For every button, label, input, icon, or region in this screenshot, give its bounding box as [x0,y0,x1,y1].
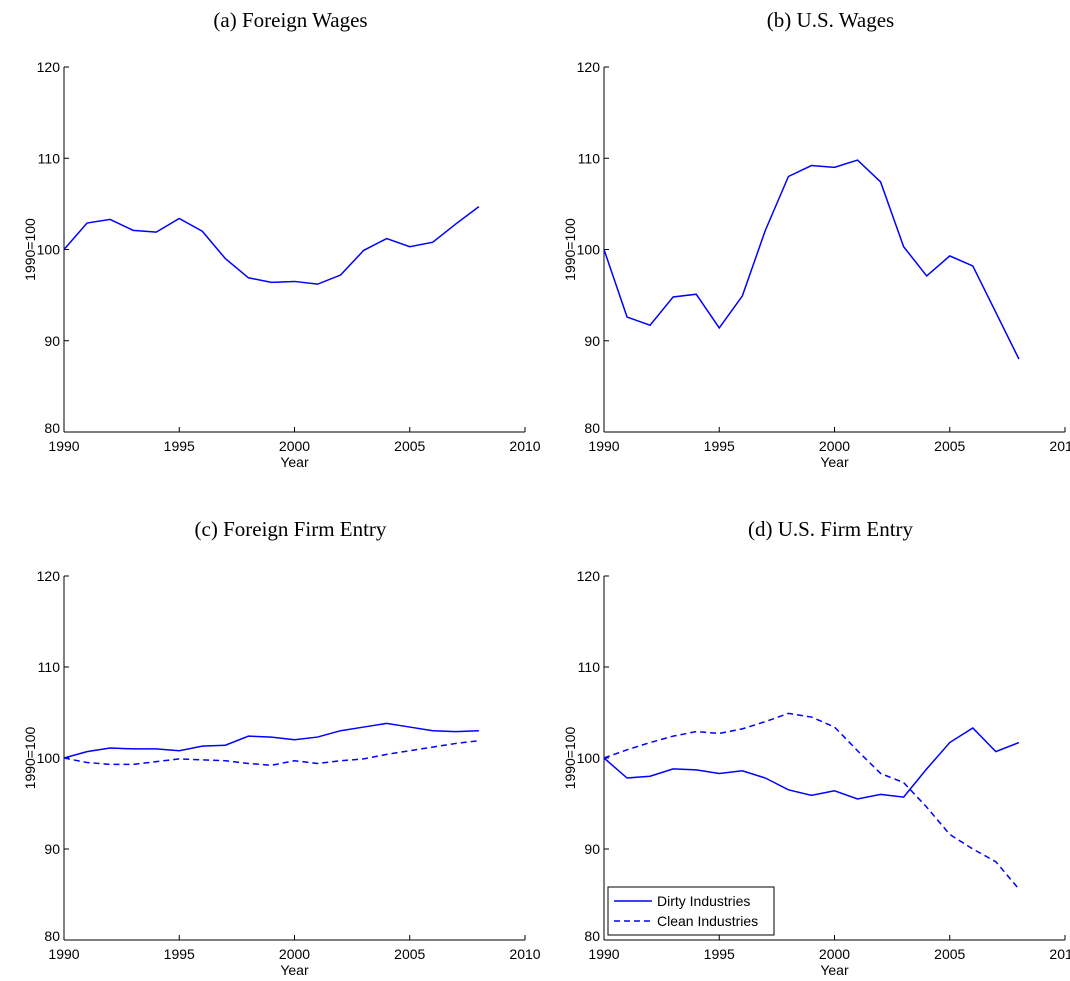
x-tick-label: 1990 [48,438,79,454]
x-tick-label: 2010 [1049,438,1070,454]
legend-box [607,886,775,936]
subplot: (a) Foreign Wages 80 90 100 110 120 1990 1995 20… [22,8,541,470]
y-tick-label: 100 [577,242,601,258]
y-tick-label: 120 [577,59,601,75]
x-tick-label: 1995 [164,946,195,962]
y-tick-label: 110 [38,150,61,166]
x-tick-label: 2005 [394,438,425,454]
data-line [63,722,479,759]
data-line [63,739,479,767]
y-tick-label: 80 [44,420,60,436]
legend-label: Clean Industries [657,913,758,929]
x-axis-label: Year [280,454,309,470]
x-tick-label: 2005 [394,946,425,962]
x-tick-label: 2010 [509,946,540,962]
x-tick-label: 1990 [588,438,619,454]
y-tick-label: 100 [37,242,61,258]
x-tick-label: 1995 [704,946,735,962]
legend: Dirty Industries Clean Industries [607,886,775,936]
x-tick-label: 1995 [704,438,735,454]
y-axis-label: 1990=100 [22,726,38,789]
y-tick-label: 90 [584,333,600,349]
data-line [603,159,1020,360]
y-axis-label: 1990=100 [562,726,578,789]
x-axis-label: Year [820,962,849,978]
x-tick-label: 1995 [164,438,195,454]
subplot-title: (b) U.S. Wages [767,8,894,32]
data-line [63,206,480,285]
x-tick-label: 2010 [1049,946,1070,962]
y-tick-label: 110 [578,150,601,166]
subplot-title: (a) Foreign Wages [213,8,367,32]
subplot: (c) Foreign Firm Entry 80 90 100 110 120 1990 1… [22,517,541,978]
subplot-title: (c) Foreign Firm Entry [195,517,387,541]
y-tick-label: 120 [577,568,601,584]
y-tick-label: 90 [584,841,600,857]
x-tick-label: 1990 [48,946,79,962]
y-tick-label: 100 [37,750,61,766]
x-tick-label: 2000 [819,946,850,962]
x-tick-label: 2000 [819,438,850,454]
subplot: (b) U.S. Wages 80 90 100 110 120 1990 1995 2000 2… [562,8,1070,470]
y-tick-label: 100 [577,750,601,766]
x-tick-label: 1990 [588,946,619,962]
y-tick-label: 80 [44,928,60,944]
x-axis-label: Year [820,454,849,470]
subplot-title: (d) U.S. Firm Entry [748,517,914,541]
y-tick-label: 90 [44,841,60,857]
y-axis-label: 1990=100 [22,218,38,281]
y-tick-label: 90 [44,333,60,349]
y-tick-label: 120 [37,568,61,584]
data-line [603,712,1020,890]
x-tick-label: 2005 [934,946,965,962]
y-tick-label: 80 [584,420,600,436]
y-axis-label: 1990=100 [562,218,578,281]
x-tick-label: 2000 [279,946,310,962]
x-tick-label: 2010 [509,438,540,454]
y-tick-label: 110 [38,659,61,675]
x-tick-label: 2005 [934,438,965,454]
x-axis-label: Year [280,962,309,978]
y-tick-label: 80 [584,928,600,944]
x-tick-label: 2000 [279,438,310,454]
legend-label: Dirty Industries [657,893,750,909]
y-tick-label: 110 [578,659,601,675]
subplot: (d) U.S. Firm Entry 80 90 100 110 120 1990 1995… [562,517,1070,978]
y-tick-label: 120 [37,59,61,75]
data-line [603,727,1020,800]
